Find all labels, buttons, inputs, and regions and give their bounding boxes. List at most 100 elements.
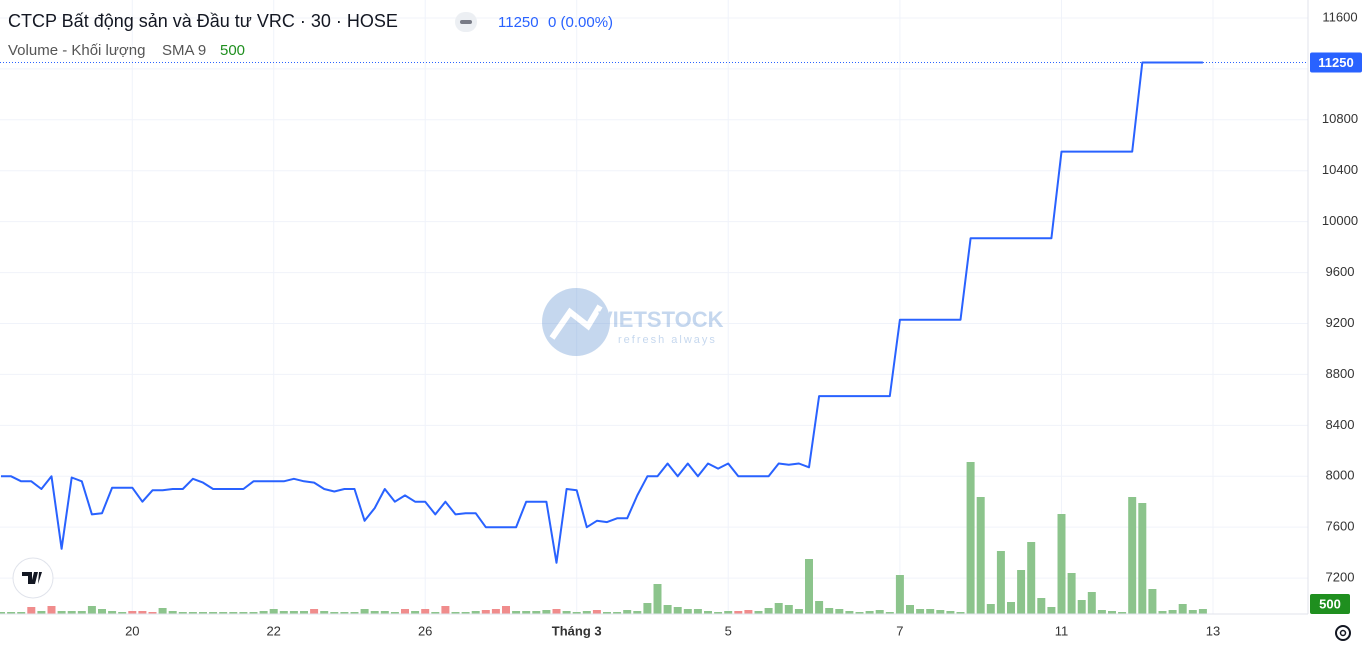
volume-bar [279,611,288,614]
volume-bar [411,611,420,614]
volume-bar [1168,610,1177,614]
volume-bar [946,611,955,614]
volume-bar [229,612,238,614]
volume-bar [128,611,137,614]
volume-bar [320,611,329,614]
volume-bar [98,609,106,614]
tv-logo-mark [22,572,42,584]
volume-bar [300,611,308,614]
x-tick-label: 26 [418,623,432,638]
volume-bar [481,610,490,614]
volume-bar [340,612,349,614]
volume-bar [774,603,783,614]
volume-bar [764,608,773,614]
settings-icon [1335,625,1351,641]
volume-bar [582,611,591,614]
tv-logo[interactable] [12,557,54,599]
y-tick-label: 9600 [1326,264,1355,279]
volume-bar [805,559,813,614]
volume-bar [956,612,965,614]
volume-bar [815,601,824,614]
volume-bar [168,611,177,614]
volume-bar [1128,497,1137,614]
volume-bar [512,611,521,614]
volume-bar [532,611,541,614]
volume-bar [845,611,854,614]
volume-bar [976,497,985,614]
volume-legend-value: 500 [220,42,245,59]
volume-bar [996,551,1005,614]
volume-bar [421,609,430,614]
volume-bar [784,605,793,614]
last-price-label: 11250 [1318,55,1353,70]
volume-bar [27,607,36,614]
settings-icon-center [1339,629,1347,637]
volume-bar [1047,607,1056,614]
volume-bar [502,606,510,614]
volume-bar [754,611,763,614]
volume-bar [37,611,46,614]
watermark-arrow [549,304,603,340]
volume-bar [451,612,460,614]
volume-bar [1077,600,1086,614]
price-line-group [1,61,1203,564]
volume-bar [895,575,904,614]
x-tick-label: 7 [896,623,903,638]
volume-bar [138,611,147,614]
volume-bar [1188,610,1197,614]
volume-bar [249,612,258,614]
volume-bar [390,612,399,614]
volume-bar [1178,604,1187,614]
watermark-subtext: refresh always [618,334,717,346]
volume-bar [683,609,692,614]
volume-bar [178,612,187,614]
volume-bar [380,611,389,614]
volume-bar [17,612,26,614]
volume-bar [461,612,470,614]
volume-bar [744,610,753,614]
volume-bar [734,611,743,614]
watermark: VIETSTOCK refresh always [542,288,724,356]
price-change: 0 (0.00%) [548,14,613,31]
volume-bar [350,612,359,614]
last-price-badge [1310,52,1362,73]
y-tick-label: 8000 [1326,468,1355,483]
volume-bar [693,609,702,614]
volume-bar [643,603,652,614]
x-tick-label: 11 [1055,623,1069,638]
volume-bar [1118,612,1127,614]
volume-bar [57,611,66,614]
volume-bar [108,611,117,614]
volume-bar [623,610,632,614]
chart-title: CTCP Bất động sản và Đầu tư VRC · 30 · H… [8,11,398,31]
volume-bar [1097,610,1106,614]
x-tick-label: Tháng 3 [552,623,602,638]
collapse-icon [460,20,472,24]
price-line [1,61,1203,564]
watermark-text: VIETSTOCK [598,307,724,332]
volume-bar [1148,589,1157,614]
volume-bar [885,612,894,614]
volume-bar [118,612,127,614]
y-tick-label: 8800 [1326,366,1355,381]
volume-bar [219,612,228,614]
y-tick-label: 7200 [1326,570,1355,585]
volume-bar [289,611,298,614]
volume-bar [360,609,369,614]
volume-bar [239,612,248,614]
volume-bar [7,612,16,614]
volume-bar [926,609,935,614]
volume-bar [471,611,480,614]
volume-bar [431,612,440,614]
x-tick-label: 13 [1206,623,1220,638]
y-tick-label: 7600 [1326,519,1355,534]
x-tick-label: 5 [725,623,732,638]
volume-bar [603,612,611,614]
y-tick-label: 8400 [1326,417,1355,432]
volume-bar [663,605,672,614]
volume-bar [1158,611,1167,614]
settings-button[interactable] [1335,625,1351,641]
volume-bar [653,584,662,614]
y-tick-label: 10400 [1322,162,1358,177]
